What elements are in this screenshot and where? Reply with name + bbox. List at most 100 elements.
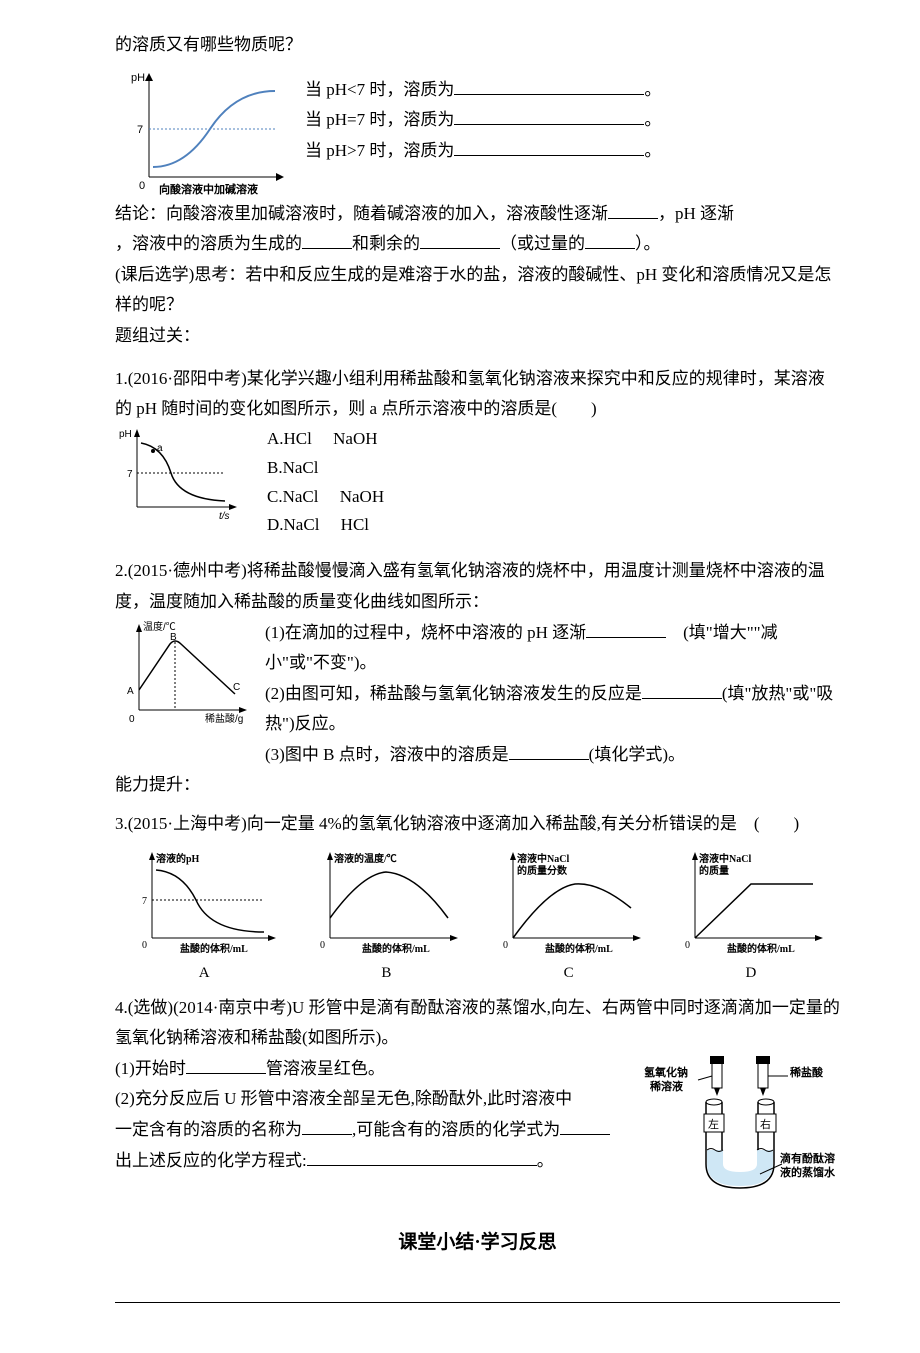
blank (186, 1055, 266, 1074)
q4-s3a: 出上述反应的化学方程式: (115, 1151, 307, 1170)
q4-left: 左 (708, 1118, 719, 1131)
period: 。 (644, 141, 661, 160)
svg-text:的质量: 的质量 (699, 864, 729, 877)
q3A-yl: 溶液的pH (156, 852, 200, 865)
c-p2a: ，溶液中的溶质为生成的 (115, 234, 302, 253)
q3A-xl: 盐酸的体积/mL (180, 942, 248, 955)
q1-opt-d: D.NaCl HCl (267, 511, 384, 540)
blank (454, 137, 644, 156)
ph-graph-row: pH 7 0 向酸溶液中加碱溶液 当 pH<7 时，溶质为。 当 pH=7 时，… (115, 61, 840, 199)
q3B-yl: 溶液的温度/℃ (334, 852, 397, 865)
q3C-0: 0 (503, 940, 508, 951)
ph-ylabel: pH (131, 72, 145, 84)
q3D-label: D (745, 960, 756, 987)
c-p1a: 结论：向酸溶液里加碱溶液时，随着碱溶液的加入，溶液酸性逐渐 (115, 204, 608, 223)
q3-choice-d: 溶液中NaCl 的质量 0 盐酸的体积/mL D (662, 848, 840, 987)
q2-s3b: (填化学式)。 (589, 745, 685, 764)
afterclass: (课后选学)思考：若中和反应生成的是难溶于水的盐，溶液的酸碱性、pH 变化和溶质… (115, 260, 840, 321)
q1-opt-b: B.NaCl (267, 454, 384, 483)
q1-graph: pH 7 a t/s (115, 425, 245, 525)
q2-A: A (127, 686, 134, 697)
q3-text: 3.(2015·上海中考)向一定量 4%的氢氧化钠溶液中逐滴加入稀盐酸,有关分析… (115, 809, 840, 840)
c-p2d: ）。 (635, 234, 661, 253)
blank (608, 200, 658, 219)
blank (586, 619, 666, 638)
intro-text: 的溶质又有哪些物质呢？ (115, 30, 840, 61)
q1-options: A.HCl NaOH B.NaCl C.NaCl NaOH D.NaCl HCl (267, 425, 384, 541)
ph-line-c: 当 pH>7 时，溶质为 。 (305, 136, 840, 167)
q4-subtext: (1)开始时管溶液呈红色。 (2)充分反应后 U 形管中溶液全部呈无色,除酚酞外… (115, 1054, 634, 1176)
svg-text:溶液中NaCl: 溶液中NaCl (517, 852, 569, 865)
q2-subtext: (1)在滴加的过程中，烧杯中溶液的 pH 逐渐 (填"增大""减小"或"不变")… (265, 618, 840, 771)
svg-text:稀溶液: 稀溶液 (650, 1079, 684, 1093)
q1-ylabel: pH (119, 429, 132, 440)
q1-text: 1.(2016·邵阳中考)某化学兴趣小组利用稀盐酸和氢氧化钠溶液来探究中和反应的… (115, 364, 840, 425)
period: 。 (644, 80, 661, 99)
q2-zero: 0 (129, 714, 135, 725)
blank (560, 1116, 610, 1135)
svg-text:滴有酚酞溶: 滴有酚酞溶 (780, 1151, 835, 1165)
q3-choice-a: 溶液的pH 7 0 盐酸的体积/mL A (115, 848, 293, 987)
q2-B: B (170, 632, 177, 643)
q4-s2b: 一定含有的溶质的名称为 (115, 1120, 302, 1139)
blank (302, 1116, 352, 1135)
q2-row: 温度/℃ 0 稀盐酸/g A B C (1)在滴加的过程中，烧杯中溶液的 pH … (115, 618, 840, 771)
ph-y7: 7 (137, 124, 143, 136)
q1-opt-c: C.NaCl NaOH (267, 483, 384, 512)
q3A-label: A (199, 960, 210, 987)
ph-line-a: 当 pH<7 时，溶质为 。 (305, 75, 840, 106)
q1-row: pH 7 a t/s A.HCl NaOH B.NaCl C.NaCl NaOH… (115, 425, 840, 541)
q1-a: a (157, 443, 163, 454)
q3A-0: 0 (142, 940, 147, 951)
ph-line-b: 当 pH=7 时，溶质为。 (305, 105, 840, 136)
svg-text:氢氧化钠: 氢氧化钠 (644, 1065, 688, 1079)
svg-text:溶液中NaCl: 溶液中NaCl (699, 852, 751, 865)
q4-s2c: ,可能含有的溶质的化学式为 (352, 1120, 560, 1139)
q3-choice-b: 溶液的温度/℃ 0 盐酸的体积/mL B (297, 848, 475, 987)
blank (642, 680, 722, 699)
q3C-label: C (564, 960, 574, 987)
q2-s3a: (3)图中 B 点时，溶液中的溶质是 (265, 745, 509, 764)
blank (454, 107, 644, 126)
q1-y7: 7 (127, 469, 133, 480)
q3C-xl: 盐酸的体积/mL (545, 942, 613, 955)
svg-text:液的蒸馏水: 液的蒸馏水 (780, 1165, 836, 1179)
q4-right: 右 (760, 1117, 771, 1131)
tizu: 题组过关： (115, 321, 840, 352)
q2-C: C (233, 682, 240, 693)
q2-graph: 温度/℃ 0 稀盐酸/g A B C (115, 618, 255, 728)
c-p2b: 和剩余的 (352, 234, 420, 253)
c-p2c: （或过量的 (500, 234, 585, 253)
ph-b-text: 当 pH=7 时，溶质为 (305, 110, 454, 129)
q3B-0: 0 (320, 940, 325, 951)
q4-figure: 氢氧化钠 稀溶液 稀盐酸 左 右 滴有酚酞溶 液的蒸馏水 (640, 1054, 840, 1204)
q3B-xl: 盐酸的体积/mL (362, 942, 430, 955)
svg-text:的质量分数: 的质量分数 (517, 864, 568, 877)
q4-s1a: (1)开始时 (115, 1059, 186, 1078)
ph-zero: 0 (139, 180, 145, 192)
blank (307, 1147, 537, 1166)
q2-s1a: (1)在滴加的过程中，烧杯中溶液的 pH 逐渐 (265, 623, 586, 642)
blank (420, 231, 500, 250)
ph-a-text: 当 pH<7 时，溶质为 (305, 80, 454, 99)
blank (454, 76, 644, 95)
q2-s2a: (2)由图可知，稀盐酸与氢氧化钠溶液发生的反应是 (265, 684, 642, 703)
q3-choice-c: 溶液中NaCl 的质量分数 0 盐酸的体积/mL C (480, 848, 658, 987)
q4-s1b: 管溶液呈红色。 (266, 1059, 385, 1078)
conclusion-l2: ，溶液中的溶质为生成的 和剩余的 （或过量的 ）。 (115, 229, 840, 260)
blank (585, 231, 635, 250)
ph-c-text: 当 pH>7 时，溶质为 (305, 141, 454, 160)
svg-text:稀盐酸: 稀盐酸 (790, 1065, 824, 1079)
ability: 能力提升： (115, 770, 840, 801)
q4-text: 4.(选做)(2014·南京中考)U 形管中是滴有酚酞溶液的蒸馏水,向左、右两管… (115, 993, 840, 1054)
conclusion-l1: 结论：向酸溶液里加碱溶液时，随着碱溶液的加入，溶液酸性逐渐 ，pH 逐渐 (115, 199, 840, 230)
c-p1b: ，pH 逐渐 (658, 204, 734, 223)
ph-xlabel: 向酸溶液中加碱溶液 (159, 182, 259, 196)
footer-title: 课堂小结·学习反思 (115, 1226, 840, 1260)
q3B-label: B (381, 960, 391, 987)
q3-choices: 溶液的pH 7 0 盐酸的体积/mL A 溶液的温度/℃ 0 盐酸的体积/mL … (115, 848, 840, 987)
q2-text: 2.(2015·德州中考)将稀盐酸慢慢滴入盛有氢氧化钠溶液的烧杯中，用温度计测量… (115, 556, 840, 617)
q1-xlabel: t/s (219, 511, 230, 522)
q4-row: (1)开始时管溶液呈红色。 (2)充分反应后 U 形管中溶液全部呈无色,除酚酞外… (115, 1054, 840, 1204)
ph-graph-svg: pH 7 0 向酸溶液中加碱溶液 (125, 67, 295, 197)
